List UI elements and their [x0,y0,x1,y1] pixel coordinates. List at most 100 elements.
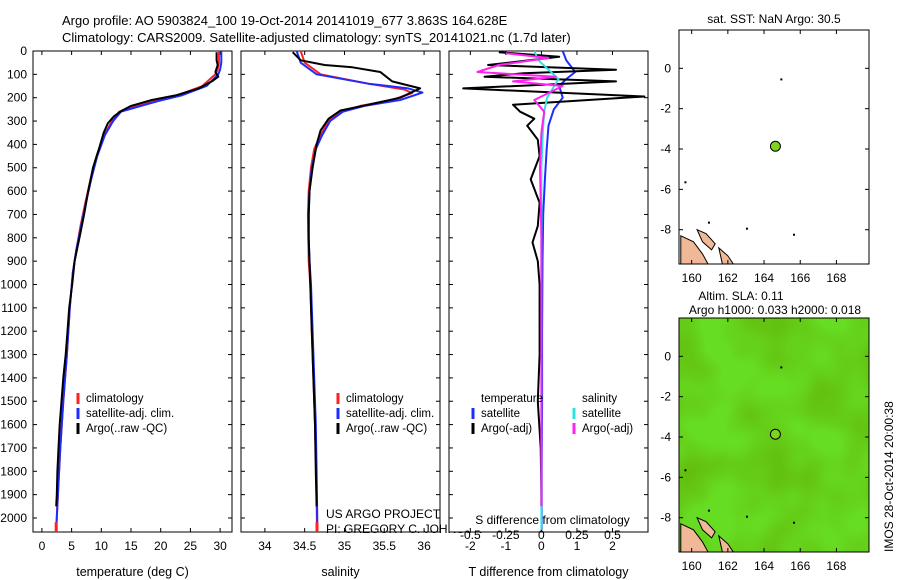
argo-float-marker [769,140,781,152]
map-y-tick-label: -2 [660,390,671,404]
y-tick-label: 1500 [0,394,27,408]
land-island [696,228,716,251]
map-x-tick-label: 160 [682,559,702,573]
map-x-tick-label: 168 [826,559,846,573]
x-tick-label: -1 [501,539,512,553]
map-x-tick-label: 162 [718,271,738,285]
map-y-tick-label: -8 [660,223,671,237]
x-tick-label: 5 [68,539,75,553]
y-tick-label: 1300 [0,348,27,362]
land-island [680,235,709,264]
sla-map-panel: 160 162 164 166 168 -8 -6 -4 -2 0 Altim. SLA: 0.11… [660,289,896,573]
land-island [717,246,734,264]
map-islet [707,509,710,512]
x-tick-label: 0 [39,539,46,553]
y-tick-label: 200 [7,91,27,105]
map-islet [707,221,710,224]
y-tick-label: 300 [7,114,27,128]
series-salinity-argo-adj- [476,52,564,507]
x-tick-label: 25 [184,539,198,553]
legend-entry: climatology [346,393,404,405]
map-islet [745,515,748,518]
x2-tick-label: -0.25 [492,528,520,542]
salinity-profile-panel: 34 34.5 35 35.5 36 salinity climatology satelli… [240,50,482,579]
legend-entry: satellite [582,408,621,420]
y-tick-label: 0 [20,44,27,58]
x2-tick-label: 0.5 [604,528,621,542]
x-tick-label: 34 [258,539,272,553]
difference-profile-panel: -2 -1 0 1 2 T difference from climatology S di… [448,50,649,579]
x-axis-label: temperature (deg C) [76,565,189,579]
sst-map-title: sat. SST: NaN Argo: 30.5 [707,12,841,26]
project-label: US ARGO PROJECT [326,507,441,521]
y-tick-label: 1800 [0,464,27,478]
y-tick-label: 700 [7,207,27,221]
legend-entry: satellite [481,408,520,420]
y-tick-label: 800 [7,231,27,245]
legend-entry: Argo(-adj) [481,423,532,435]
y-tick-label: 1400 [0,371,27,385]
map-islet [780,78,783,81]
sla-map-subtitle: Argo h1000: 0.033 h2000: 0.018 [689,303,861,317]
x-tick-label: 1 [574,539,581,553]
x-tick-label: 35.5 [373,539,397,553]
y-tick-label: 1900 [0,488,27,502]
land-island [680,523,709,552]
salinity-profile-frame [240,50,441,533]
x-tick-label: -2 [465,539,476,553]
y-tick-label: 1600 [0,418,27,432]
x-tick-label: 35 [338,539,352,553]
x-tick-label: 10 [95,539,109,553]
legend-entry: satellite-adj. clim. [86,408,174,420]
map-y-tick-label: -6 [660,470,671,484]
x-tick-label: 20 [154,539,168,553]
figure-title-line2: Climatology: CARS2009. Satellite-adjuste… [62,30,571,45]
sla-map-frame [678,317,870,553]
map-y-tick-label: -2 [660,102,671,116]
y-tick-label: 900 [7,254,27,268]
map-y-tick-label: -6 [660,182,671,196]
y-tick-label: 1200 [0,324,27,338]
map-y-tick-label: 0 [664,349,671,363]
y-tick-label: 400 [7,137,27,151]
legend-entry: climatology [86,393,144,405]
x-axis-label: salinity [321,565,360,579]
figure-title-line1: Argo profile: AO 5903824_100 19-Oct-2014… [62,13,508,28]
x-tick-label: 34.5 [293,539,317,553]
y-tick-label: 1100 [1,301,27,315]
map-islet [780,366,783,369]
sla-map-title: Altim. SLA: 0.11 [698,289,783,303]
y-tick-label: 100 [7,67,27,81]
legend-entry: Argo(-adj) [582,423,633,435]
map-x-tick-label: 164 [754,271,774,285]
x2-axis-label: S difference from climatology [475,513,630,527]
legend-entry: Argo(..raw -QC) [346,423,427,435]
sst-map-panel: 160 162 164 166 168 -8 -6 -4 -2 0 sat. SST: NaN Ar… [660,12,870,285]
map-y-tick-label: -4 [660,142,671,156]
x-tick-label: 2 [609,539,616,553]
map-x-tick-label: 166 [790,559,810,573]
map-y-tick-label: 0 [664,61,671,75]
land-island [696,516,716,539]
land-island [717,534,734,552]
y-tick-label: 1700 [0,441,27,455]
map-y-tick-label: -8 [660,511,671,525]
x-tick-label: 36 [417,539,431,553]
y-tick-label: 1000 [0,277,27,291]
map-x-tick-label: 164 [754,559,774,573]
x-axis-label: T difference from climatology [468,565,629,579]
series-argo-raw-qc- [55,52,220,507]
x2-tick-label: 0.25 [565,528,589,542]
x-tick-label: 15 [124,539,138,553]
temperature-profile-panel: 0 5 10 15 20 25 300100200300400500600700800900… [0,44,233,579]
y-tick-label: 500 [7,161,27,175]
pi-label: PI: GREGORY C. JOHNSON [326,522,482,536]
series-argo-raw-qc- [291,51,422,507]
map-islet [684,181,687,184]
y-tick-label: 600 [7,184,27,198]
legend-entry: Argo(..raw -QC) [86,423,167,435]
x-tick-label: 30 [213,539,227,553]
map-y-tick-label: -4 [660,430,671,444]
